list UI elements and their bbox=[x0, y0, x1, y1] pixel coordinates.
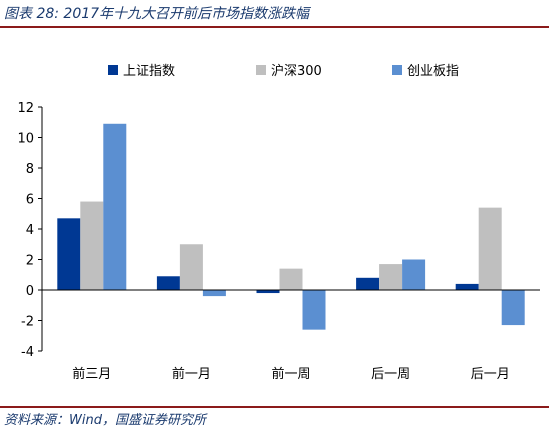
bar-1-4 bbox=[356, 277, 380, 290]
source-divider bbox=[0, 406, 549, 408]
y-tick-label: 12 bbox=[17, 101, 34, 116]
source-note: 资料来源：Wind，国盛证券研究所 bbox=[4, 413, 206, 428]
x-axis: 前三月 前一月 前一周 后一周 后一月 bbox=[42, 289, 540, 382]
bar-3-2 bbox=[202, 290, 226, 297]
y-tick-label: 8 bbox=[26, 162, 34, 177]
legend: 上证指数 沪深300 创业板指 bbox=[108, 63, 459, 79]
legend-swatch-3 bbox=[392, 65, 402, 75]
legend-swatch-1 bbox=[108, 65, 118, 75]
bar-3-5 bbox=[501, 290, 525, 326]
legend-swatch-2 bbox=[256, 65, 266, 75]
chart-title: 图表 28: 2017年十九大召开前后市场指数涨跌幅 bbox=[4, 6, 310, 22]
bar-3-3 bbox=[302, 290, 326, 330]
bar-1-2 bbox=[156, 276, 180, 290]
x-tick-label: 后一月 bbox=[471, 367, 510, 382]
y-tick-label: 0 bbox=[26, 284, 34, 299]
y-tick-label: 2 bbox=[26, 254, 34, 269]
y-tick-label: -4 bbox=[21, 345, 34, 360]
x-tick-label: 前一月 bbox=[172, 366, 211, 382]
x-tick-label: 后一周 bbox=[371, 367, 410, 382]
bar-2-5 bbox=[478, 207, 502, 290]
bar-1-5 bbox=[455, 283, 479, 290]
bar-3-1 bbox=[103, 123, 127, 291]
legend-label-2: 沪深300 bbox=[271, 63, 322, 79]
y-tick-label: 4 bbox=[26, 223, 34, 238]
x-tick-label: 前一周 bbox=[271, 366, 310, 382]
bar-2-4 bbox=[379, 264, 403, 290]
legend-label-3: 创业板指 bbox=[407, 64, 459, 79]
y-tick-label: -2 bbox=[21, 315, 34, 330]
bar-1-3 bbox=[256, 290, 280, 294]
y-tick-label: 10 bbox=[17, 132, 34, 147]
bars bbox=[57, 123, 525, 330]
legend-label-1: 上证指数 bbox=[123, 64, 175, 79]
bar-2-1 bbox=[80, 201, 104, 290]
y-tick-label: 6 bbox=[26, 193, 34, 208]
bar-3-4 bbox=[402, 259, 426, 290]
bar-2-3 bbox=[279, 268, 303, 290]
y-axis: -4 -2 0 2 4 6 8 10 12 bbox=[17, 101, 43, 360]
title-divider bbox=[0, 26, 549, 28]
bar-2-2 bbox=[179, 244, 203, 290]
bar-1-1 bbox=[57, 218, 81, 290]
x-tick-label: 前三月 bbox=[72, 366, 111, 382]
